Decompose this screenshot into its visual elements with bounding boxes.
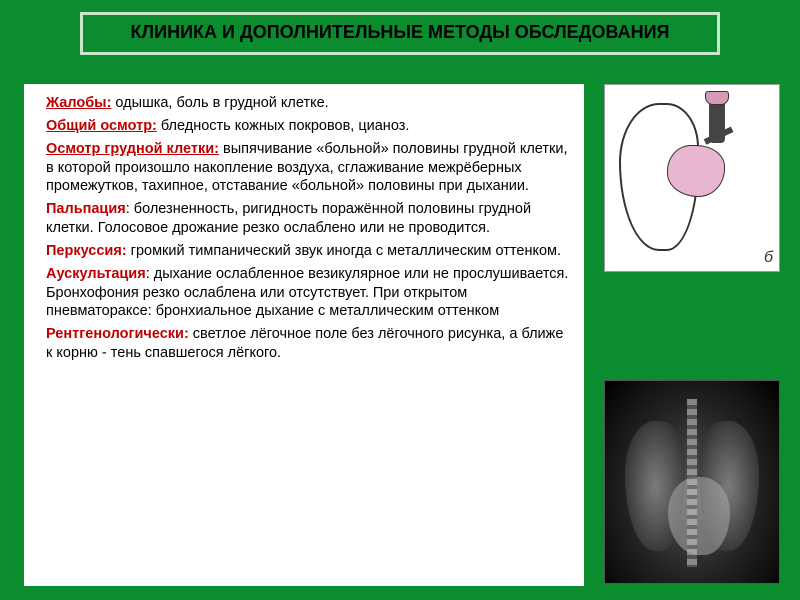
heading-chest-exam: Осмотр грудной клетки: xyxy=(46,141,219,157)
section-palpation: Пальпация: болезненность, ригидность пор… xyxy=(46,200,570,238)
heading-xray: Рентгенологически: xyxy=(46,326,189,342)
diagram-label: б xyxy=(764,249,773,267)
section-chest-exam: Осмотр грудной клетки: выпячивание «боль… xyxy=(46,140,570,197)
section-percussion: Перкуссия: громкий тимпанический звук ин… xyxy=(46,242,570,261)
content-box: Жалобы: одышка, боль в грудной клетке. О… xyxy=(24,84,584,586)
heading-complaints: Жалобы: xyxy=(46,95,111,111)
title-box: КЛИНИКА И ДОПОЛНИТЕЛЬНЫЕ МЕТОДЫ ОБСЛЕДОВ… xyxy=(80,12,720,55)
slide-title: КЛИНИКА И ДОПОЛНИТЕЛЬНЫЕ МЕТОДЫ ОБСЛЕДОВ… xyxy=(93,21,707,44)
heading-percussion: Перкуссия: xyxy=(46,243,127,259)
section-complaints: Жалобы: одышка, боль в грудной клетке. xyxy=(46,94,570,113)
chest-xray xyxy=(604,380,780,584)
section-general-exam: Общий осмотр: бледность кожных покровов,… xyxy=(46,117,570,136)
xray-heart-shadow xyxy=(668,477,730,555)
lung-diagram: б xyxy=(604,84,780,272)
xray-spine xyxy=(687,399,697,567)
text-general-exam: бледность кожных покровов, цианоз. xyxy=(157,118,410,134)
section-auscultation: Аускультация: дыхание ослабленное везику… xyxy=(46,265,570,322)
heading-general-exam: Общий осмотр: xyxy=(46,118,157,134)
heading-auscultation: Аускультация xyxy=(46,266,146,282)
text-percussion: громкий тимпанический звук иногда с мета… xyxy=(127,243,561,259)
diagram-larynx xyxy=(705,91,729,105)
section-xray: Рентгенологически: светлое лёгочное поле… xyxy=(46,325,570,363)
heading-palpation: Пальпация xyxy=(46,201,126,217)
diagram-mass xyxy=(667,145,725,197)
text-complaints: одышка, боль в грудной клетке. xyxy=(111,95,328,111)
